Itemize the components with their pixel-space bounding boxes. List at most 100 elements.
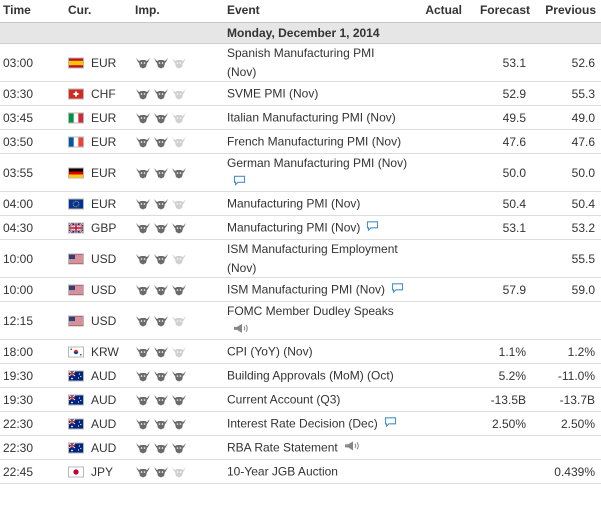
event-row[interactable]: 03:30 CHF SVME PMI (Nov) 52.9 55.3 [0,82,601,106]
event-name-cont[interactable]: (Nov) [227,64,257,79]
header-forecast[interactable]: Forecast [479,3,530,17]
event-time: 22:30 [3,416,34,431]
speech-bubble-icon[interactable] [233,173,246,192]
speech-bubble-icon[interactable] [366,218,379,237]
importance-bull-icon [171,370,187,382]
event-row[interactable]: 04:00 EUR Manufacturing PMI (Nov) 50.4 50.4 [0,192,601,216]
event-row[interactable]: 19:30 AUD Current Account (Q3) -13.5B -13.7B [0,388,601,412]
flag-icon [68,370,84,381]
event-row[interactable]: 22:30 AUD RBA Rate Statement [0,436,601,460]
forecast-value: 49.5 [502,110,526,125]
previous-value: 55.5 [571,251,595,266]
flag-icon [68,253,84,264]
event-cell: SVME PMI (Nov) [227,84,427,103]
event-row[interactable]: 03:50 EUR French Manufacturing PMI (Nov) 47… [0,130,601,154]
importance-rating [135,167,187,179]
importance-bull-icon [153,136,169,148]
flag-icon [68,284,84,295]
importance-bull-icon [153,253,169,265]
event-row[interactable]: 12:15 USD FOMC Member Dudley Speaks [0,302,601,340]
previous-value: 59.0 [571,282,595,297]
currency-code: CHF [91,86,116,101]
event-row[interactable]: 03:00 EUR Spanish Manufacturing PMI (Nov) 53… [0,44,601,82]
importance-bull-icon [171,284,187,296]
importance-bull-icon [171,136,187,148]
header-currency[interactable]: Cur. [68,3,92,17]
event-row[interactable]: 22:30 AUD Interest Rate Decision (Dec) 2.50… [0,412,601,436]
event-name[interactable]: Building Approvals (MoM) (Oct) [227,368,394,382]
day-separator: Monday, December 1, 2014 [0,23,601,44]
importance-bull-icon [171,198,187,210]
forecast-value: -13.5B [490,392,526,407]
event-name-cont[interactable]: (Nov) [227,260,257,275]
importance-bull-icon [171,167,187,179]
previous-value: 49.0 [571,110,595,125]
importance-bull-icon [153,284,169,296]
event-cell: Building Approvals (MoM) (Oct) [227,366,427,385]
importance-bull-icon [153,57,169,69]
forecast-value: 53.1 [502,55,526,70]
currency-code: USD [91,282,117,297]
event-name[interactable]: ISM Manufacturing Employment [227,241,398,256]
event-name[interactable]: Italian Manufacturing PMI (Nov) [227,110,396,124]
event-row[interactable]: 04:30 GBP Manufacturing PMI (Nov) 53.1 53.2 [0,216,601,240]
event-name[interactable]: 10-Year JGB Auction [227,464,338,478]
event-cell: Manufacturing PMI (Nov) [227,194,427,213]
importance-rating [135,57,187,69]
event-row[interactable]: 19:30 AUD Building Approvals (MoM) (Oct) 5.… [0,364,601,388]
event-time: 03:45 [3,110,34,125]
importance-bull-icon [171,88,187,100]
event-row[interactable]: 03:55 EUR German Manufacturing PMI (Nov) 50… [0,154,601,192]
event-row[interactable]: 22:45 JPY 10-Year JGB Auction 0.439% [0,460,601,484]
speech-bubble-icon[interactable] [391,280,404,299]
previous-value: -13.7B [559,392,595,407]
event-name[interactable]: RBA Rate Statement [227,439,338,454]
currency-code: KRW [91,344,119,359]
event-cell: RBA Rate Statement [227,438,427,457]
importance-bull-icon [171,315,187,327]
forecast-value: 52.9 [502,86,526,101]
speech-bubble-icon[interactable] [384,414,397,433]
event-name[interactable]: Current Account (Q3) [227,392,341,406]
forecast-value: 1.1% [498,344,526,359]
currency-code: AUD [91,440,117,455]
event-row[interactable]: 10:00 USD ISM Manufacturing Employment (Nov… [0,240,601,278]
event-name[interactable]: Spanish Manufacturing PMI [227,45,375,60]
event-name[interactable]: German Manufacturing PMI (Nov) [227,155,408,170]
event-name[interactable]: CPI (YoY) (Nov) [227,344,313,358]
currency-code: EUR [91,110,117,125]
event-cell: Spanish Manufacturing PMI (Nov) [227,44,427,82]
event-name[interactable]: Manufacturing PMI (Nov) [227,196,361,210]
event-row[interactable]: 03:45 EUR Italian Manufacturing PMI (Nov) 4… [0,106,601,130]
header-importance[interactable]: Imp. [135,3,160,17]
previous-value: 1.2% [567,344,595,359]
event-row[interactable]: 18:00 KRW CPI (YoY) (Nov) 1.1% 1.2% [0,340,601,364]
header-time[interactable]: Time [3,3,31,17]
header-event[interactable]: Event [227,3,260,17]
event-name[interactable]: SVME PMI (Nov) [227,86,319,100]
event-name[interactable]: ISM Manufacturing PMI (Nov) [227,281,386,296]
importance-bull-icon [171,112,187,124]
header-actual[interactable]: Actual [425,3,462,17]
event-time: 22:30 [3,440,34,455]
speaker-icon[interactable] [344,438,360,457]
currency-code: EUR [91,55,117,70]
importance-bull-icon [135,167,151,179]
event-name[interactable]: Interest Rate Decision (Dec) [227,415,378,430]
importance-bull-icon [153,394,169,406]
currency-code: USD [91,251,117,266]
event-cell: FOMC Member Dudley Speaks [227,301,427,339]
event-name[interactable]: French Manufacturing PMI (Nov) [227,134,402,148]
importance-bull-icon [135,57,151,69]
header-previous[interactable]: Previous [545,3,596,17]
event-name[interactable]: Manufacturing PMI (Nov) [227,219,361,234]
event-cell: Interest Rate Decision (Dec) [227,414,427,433]
currency-code: EUR [91,165,117,180]
event-row[interactable]: 10:00 USD ISM Manufacturing PMI (Nov) 57.9 5… [0,278,601,302]
importance-bull-icon [153,88,169,100]
event-name[interactable]: FOMC Member Dudley Speaks [227,303,394,318]
importance-rating [135,442,187,454]
flag-icon [68,222,84,233]
event-cell: Italian Manufacturing PMI (Nov) [227,108,427,127]
speaker-icon[interactable] [233,321,249,340]
